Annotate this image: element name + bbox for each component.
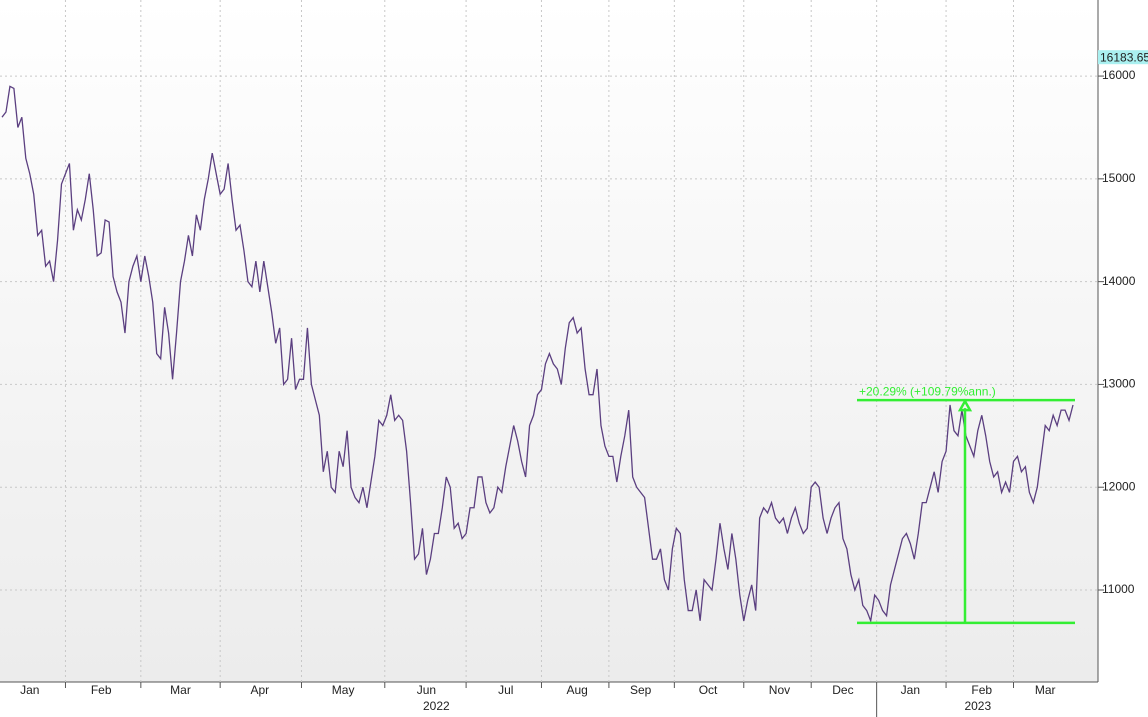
x-tick-label: May (332, 683, 355, 697)
annotation-text: +20.29% (+109.79%ann.) (859, 384, 996, 398)
y-tick-label: 11000 (1102, 582, 1135, 596)
x-tick-label: Aug (566, 683, 587, 697)
x-tick-label: Jun (417, 683, 436, 697)
x-tick-label: Jul (498, 683, 513, 697)
x-tick-label: Oct (699, 683, 718, 697)
last-value-tag-bg (1098, 50, 1148, 65)
y-tick-label: 12000 (1102, 479, 1136, 493)
x-tick-label: Jan (20, 683, 39, 697)
x-tick-label: Mar (1035, 683, 1056, 697)
x-tick-label: Mar (170, 683, 191, 697)
x-group-label: 2022 (423, 699, 450, 713)
x-tick-label: Sep (630, 683, 652, 697)
data-line (1, 85, 1074, 624)
y-tick-label: 13000 (1102, 377, 1136, 391)
x-group-label: 2023 (964, 699, 991, 713)
x-tick-label: Apr (250, 683, 269, 697)
last-value-tag: 16183.65 (1100, 50, 1148, 64)
x-tick-label: Dec (832, 683, 853, 697)
x-tick-label: Nov (769, 683, 790, 697)
y-tick-label: 14000 (1102, 274, 1136, 288)
y-tick-label: 15000 (1102, 171, 1136, 185)
x-tick-label: Feb (91, 683, 112, 697)
x-tick-label: Jan (901, 683, 920, 697)
y-tick-label: 16000 (1102, 68, 1136, 82)
annotation-arrow-head (957, 398, 973, 412)
x-tick-label: Feb (971, 683, 992, 697)
plot-background (0, 0, 1098, 682)
